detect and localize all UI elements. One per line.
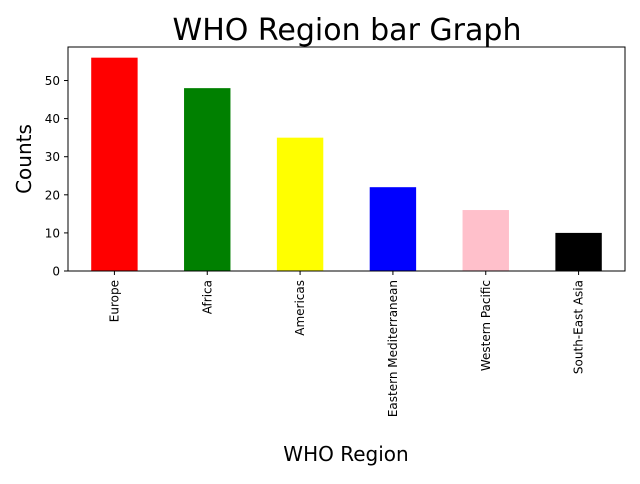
x-axis-label: WHO Region [283,442,408,466]
x-tick-label: Africa [200,280,214,314]
plot-frame [67,46,626,272]
y-tick-label: 10 [45,226,60,240]
y-tick-label: 50 [45,74,60,88]
bar-eastern-mediterranean [369,187,417,271]
bar-americas [276,137,324,271]
x-tick-label: Americas [293,280,307,336]
bar-western-pacific [462,210,509,271]
y-tick-label: 20 [45,188,60,202]
y-axis-label: Counts [12,124,36,194]
x-tick-label: Western Pacific [479,280,493,371]
bar-africa [184,88,231,272]
plot-area: 0 10 20 30 40 50 Europe Africa Americas Eastern M… [45,46,626,417]
chart-title: WHO Region bar Graph [173,13,522,48]
x-tick-label: Eastern Mediterranean [386,280,400,417]
x-tick-label: South-East Asia [572,280,586,374]
y-tick-label: 30 [45,150,60,164]
x-tick-label: Europe [107,280,121,322]
bar-europe [91,57,138,271]
y-tick-label: 40 [45,112,60,126]
y-tick-label: 0 [52,265,60,279]
bar-south-east-asia [555,232,602,271]
